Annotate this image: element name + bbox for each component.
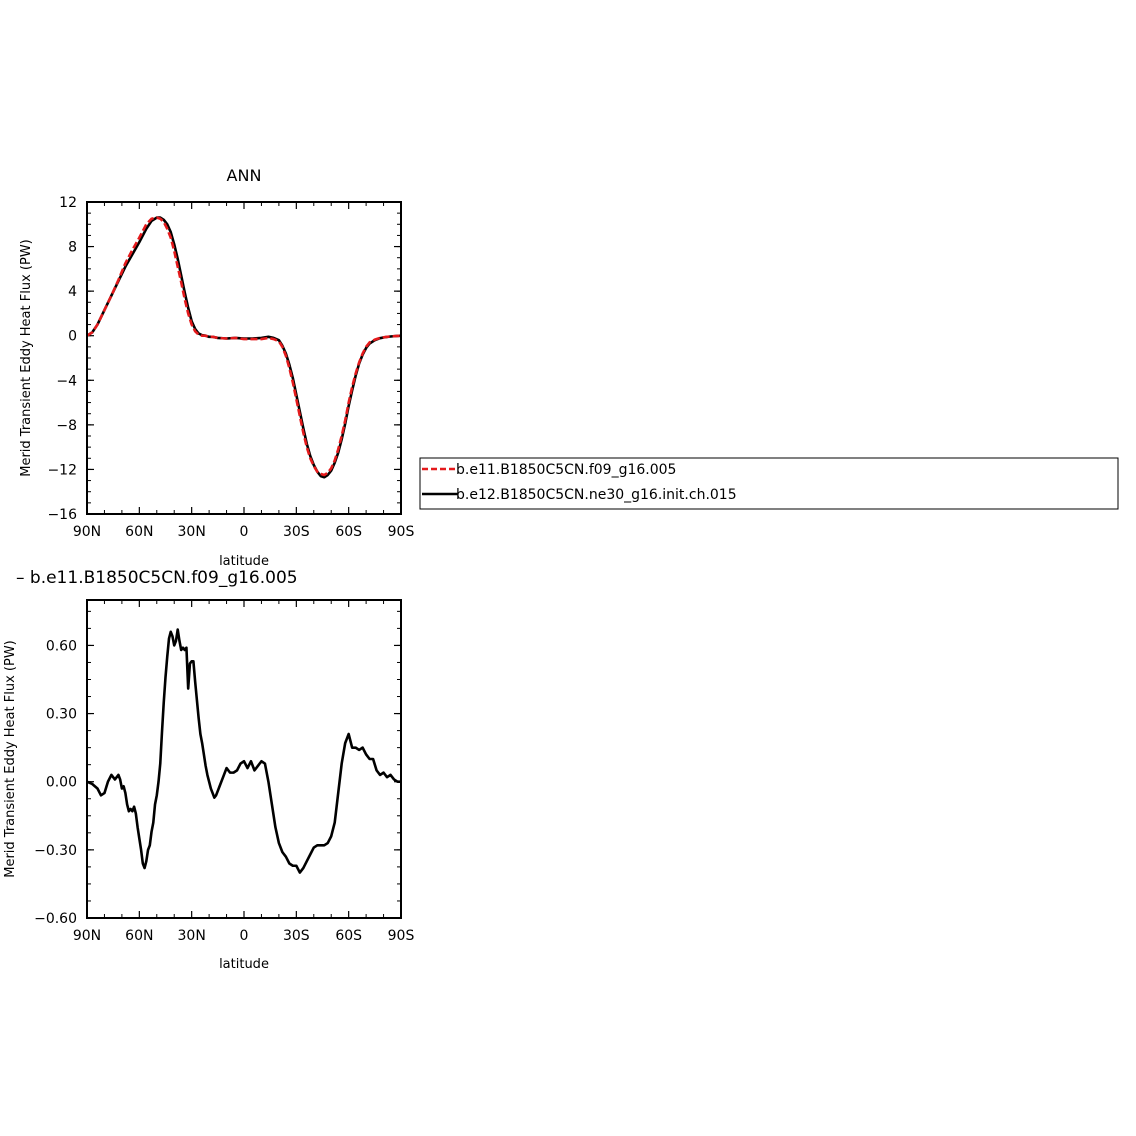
plot-frame — [86, 599, 402, 919]
x-tick-label: 30N — [178, 928, 206, 944]
x-tick-label: 30S — [283, 524, 310, 540]
bottom-chart: – b.e11.B1850C5CN.f09_g16.005 90N 60N 30N 0… — [3, 568, 414, 972]
y-tick-label: −16 — [47, 507, 77, 523]
x-tick-label: 30S — [283, 928, 310, 944]
x-axis-label: latitude — [219, 957, 269, 972]
top-chart: ANN 90N 60N 30N 0 30S 60S 90S 12 8 4 0 −4 −8 −12 −16 l… — [19, 166, 414, 569]
x-tick-label: 60N — [125, 524, 153, 540]
y-tick-label: 12 — [59, 195, 77, 211]
series-line-0 — [86, 628, 401, 874]
plot-frame — [86, 201, 402, 515]
legend-box — [419, 457, 1119, 510]
legend-entry-2: b.e12.B1850C5CN.ne30_g16.init.ch.015 — [456, 487, 737, 503]
y-axis-label: Merid Transient Eddy Heat Flux (PW) — [3, 640, 18, 878]
legend-entry-1: b.e11.B1850C5CN.f09_g16.005 — [456, 462, 676, 478]
x-tick-label: 60S — [335, 524, 362, 540]
series-line-1 — [86, 216, 402, 479]
x-tick-label: 90N — [73, 524, 101, 540]
x-tick-label: 0 — [240, 928, 249, 944]
x-tick-label: 0 — [240, 524, 249, 540]
y-tick-label: 0.00 — [46, 775, 77, 791]
y-tick-label: 4 — [68, 284, 77, 300]
x-tick-label: 30N — [178, 524, 206, 540]
legend: b.e11.B1850C5CN.f09_g16.005 b.e12.B1850C… — [419, 457, 1119, 510]
chart-title: – b.e11.B1850C5CN.f09_g16.005 — [16, 568, 298, 588]
y-tick-label: −8 — [56, 418, 77, 434]
y-tick-label: −4 — [56, 373, 77, 389]
y-tick-label: 0.30 — [46, 707, 77, 723]
y-axis-label: Merid Transient Eddy Heat Flux (PW) — [19, 239, 34, 477]
chart-title: ANN — [227, 166, 262, 185]
series-line-0 — [86, 216, 402, 477]
y-tick-label: 8 — [68, 240, 77, 256]
x-tick-label: 90N — [73, 928, 101, 944]
x-tick-label: 60S — [335, 928, 362, 944]
x-axis-label: latitude — [219, 554, 269, 569]
y-tick-label: 0.60 — [46, 638, 77, 654]
x-tick-label: 60N — [125, 928, 153, 944]
y-tick-label: −0.30 — [34, 843, 77, 859]
x-tick-label: 90S — [388, 928, 415, 944]
y-tick-label: −12 — [47, 462, 77, 478]
x-tick-label: 90S — [388, 524, 415, 540]
y-tick-label: 0 — [68, 329, 77, 345]
y-tick-label: −0.60 — [34, 911, 77, 927]
